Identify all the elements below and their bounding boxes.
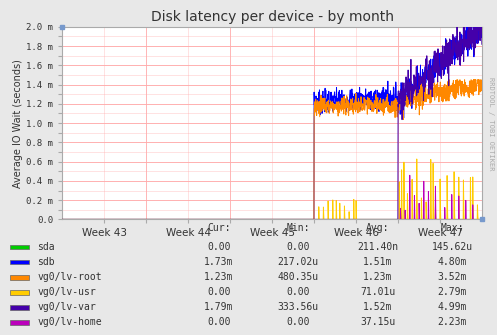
Text: RRDTOOL / TOBI OETIKER: RRDTOOL / TOBI OETIKER — [488, 77, 494, 171]
Y-axis label: Average IO Wait (seconds): Average IO Wait (seconds) — [13, 59, 23, 188]
FancyBboxPatch shape — [10, 290, 29, 294]
Text: 3.52m: 3.52m — [437, 272, 467, 282]
Text: 4.99m: 4.99m — [437, 302, 467, 312]
Text: 0.00: 0.00 — [207, 317, 231, 327]
Text: vg0/lv-home: vg0/lv-home — [37, 317, 102, 327]
Text: 1.23m: 1.23m — [204, 272, 234, 282]
FancyBboxPatch shape — [10, 320, 29, 325]
Text: 1.51m: 1.51m — [363, 257, 393, 267]
FancyBboxPatch shape — [10, 275, 29, 279]
Text: 217.02u: 217.02u — [278, 257, 319, 267]
Text: sda: sda — [37, 242, 55, 252]
Text: Avg:: Avg: — [366, 223, 390, 233]
Text: vg0/lv-root: vg0/lv-root — [37, 272, 102, 282]
Text: Cur:: Cur: — [207, 223, 231, 233]
Title: Disk latency per device - by month: Disk latency per device - by month — [151, 10, 394, 24]
Text: 2.79m: 2.79m — [437, 287, 467, 297]
Text: vg0/lv-usr: vg0/lv-usr — [37, 287, 96, 297]
Text: Max:: Max: — [440, 223, 464, 233]
Text: Min:: Min: — [286, 223, 310, 233]
Text: 1.52m: 1.52m — [363, 302, 393, 312]
Text: 37.15u: 37.15u — [360, 317, 395, 327]
Text: 1.23m: 1.23m — [363, 272, 393, 282]
Text: sdb: sdb — [37, 257, 55, 267]
Text: 0.00: 0.00 — [286, 317, 310, 327]
Text: 2.23m: 2.23m — [437, 317, 467, 327]
FancyBboxPatch shape — [10, 260, 29, 265]
Text: 0.00: 0.00 — [286, 242, 310, 252]
Text: 145.62u: 145.62u — [432, 242, 473, 252]
FancyBboxPatch shape — [10, 305, 29, 310]
FancyBboxPatch shape — [10, 245, 29, 250]
Text: 1.73m: 1.73m — [204, 257, 234, 267]
Text: 71.01u: 71.01u — [360, 287, 395, 297]
Text: 333.56u: 333.56u — [278, 302, 319, 312]
Text: 1.79m: 1.79m — [204, 302, 234, 312]
Text: 0.00: 0.00 — [286, 287, 310, 297]
Text: 211.40n: 211.40n — [357, 242, 398, 252]
Text: 0.00: 0.00 — [207, 287, 231, 297]
Text: 4.80m: 4.80m — [437, 257, 467, 267]
Text: 0.00: 0.00 — [207, 242, 231, 252]
Text: vg0/lv-var: vg0/lv-var — [37, 302, 96, 312]
Text: 480.35u: 480.35u — [278, 272, 319, 282]
